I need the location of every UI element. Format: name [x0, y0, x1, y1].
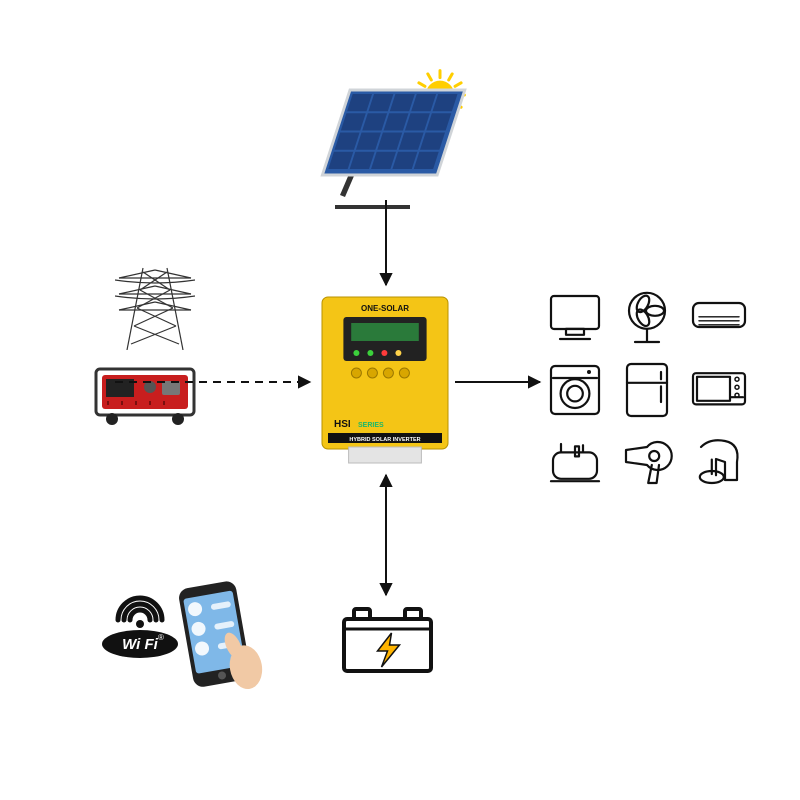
- generator-icon: [90, 365, 200, 425]
- svg-text:®: ®: [158, 633, 164, 642]
- svg-text:Wi Fi: Wi Fi: [122, 636, 159, 653]
- appliance-grid: [545, 288, 749, 492]
- battery-icon: [340, 605, 435, 675]
- wifi-icon: Wi Fi®: [100, 590, 180, 660]
- svg-text:ONE-SOLAR: ONE-SOLAR: [361, 304, 409, 313]
- inverter-device: ONE-SOLAR HSI SERIES HYBRID SOLAR INVERTER: [320, 295, 450, 465]
- solar-panel-icon: [320, 85, 480, 215]
- diagram-canvas: ONE-SOLARHSISERIESHYBRID SOLAR INVERTER …: [0, 0, 800, 800]
- svg-text:HSI: HSI: [334, 419, 351, 430]
- smartphone-icon: [175, 580, 263, 690]
- power-tower-icon: [115, 260, 195, 350]
- svg-text:HYBRID SOLAR INVERTER: HYBRID SOLAR INVERTER: [349, 437, 420, 443]
- svg-text:SERIES: SERIES: [358, 422, 384, 429]
